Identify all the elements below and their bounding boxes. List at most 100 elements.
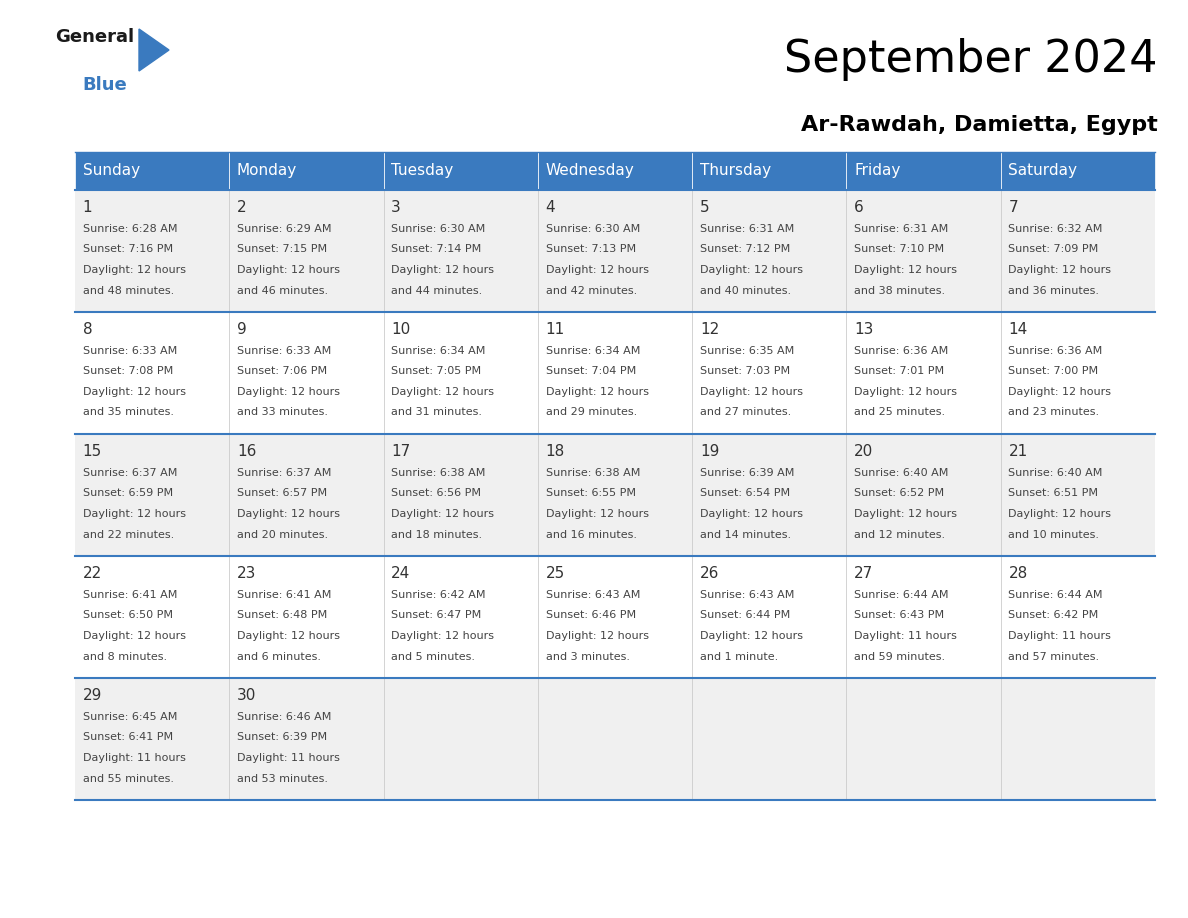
Text: Sunset: 7:04 PM: Sunset: 7:04 PM <box>545 366 636 376</box>
Text: Ar-Rawdah, Damietta, Egypt: Ar-Rawdah, Damietta, Egypt <box>801 115 1158 135</box>
Text: 1: 1 <box>83 200 93 215</box>
Bar <box>1000 678 1155 800</box>
Text: 30: 30 <box>236 688 257 703</box>
Bar <box>384 434 538 556</box>
Text: and 25 minutes.: and 25 minutes. <box>854 408 946 418</box>
Text: 7: 7 <box>1009 200 1018 215</box>
Bar <box>693 312 846 434</box>
Text: Daylight: 12 hours: Daylight: 12 hours <box>545 387 649 397</box>
Bar <box>1000 434 1155 556</box>
Text: Daylight: 12 hours: Daylight: 12 hours <box>545 265 649 275</box>
Bar <box>846 434 1000 556</box>
Text: Sunrise: 6:33 AM: Sunrise: 6:33 AM <box>236 346 331 356</box>
Text: Sunset: 6:56 PM: Sunset: 6:56 PM <box>391 488 481 498</box>
Text: and 53 minutes.: and 53 minutes. <box>236 774 328 783</box>
Text: and 29 minutes.: and 29 minutes. <box>545 408 637 418</box>
Bar <box>229 190 384 312</box>
Text: Sunset: 6:50 PM: Sunset: 6:50 PM <box>83 610 172 621</box>
Text: and 46 minutes.: and 46 minutes. <box>236 285 328 296</box>
Text: Daylight: 12 hours: Daylight: 12 hours <box>83 631 185 641</box>
Text: and 59 minutes.: and 59 minutes. <box>854 652 946 662</box>
Text: and 31 minutes.: and 31 minutes. <box>391 408 482 418</box>
Text: 23: 23 <box>236 566 257 581</box>
Text: Thursday: Thursday <box>700 163 771 178</box>
Text: and 10 minutes.: and 10 minutes. <box>1009 530 1099 540</box>
Text: 28: 28 <box>1009 566 1028 581</box>
Text: 21: 21 <box>1009 444 1028 459</box>
Text: Sunset: 7:00 PM: Sunset: 7:00 PM <box>1009 366 1099 376</box>
Text: Sunset: 7:13 PM: Sunset: 7:13 PM <box>545 244 636 254</box>
Text: Sunrise: 6:32 AM: Sunrise: 6:32 AM <box>1009 224 1102 234</box>
Bar <box>229 434 384 556</box>
Text: Sunset: 7:10 PM: Sunset: 7:10 PM <box>854 244 944 254</box>
Text: Daylight: 12 hours: Daylight: 12 hours <box>236 265 340 275</box>
Text: Daylight: 12 hours: Daylight: 12 hours <box>700 265 803 275</box>
Text: 17: 17 <box>391 444 411 459</box>
Bar <box>229 152 384 190</box>
Bar <box>693 556 846 678</box>
Text: Daylight: 12 hours: Daylight: 12 hours <box>83 387 185 397</box>
Text: and 5 minutes.: and 5 minutes. <box>391 652 475 662</box>
Bar <box>384 152 538 190</box>
Bar <box>75 312 229 434</box>
Text: 26: 26 <box>700 566 719 581</box>
Text: Sunset: 6:41 PM: Sunset: 6:41 PM <box>83 733 172 743</box>
Bar <box>846 678 1000 800</box>
Text: and 55 minutes.: and 55 minutes. <box>83 774 173 783</box>
Text: Sunrise: 6:40 AM: Sunrise: 6:40 AM <box>854 468 948 478</box>
Text: Daylight: 12 hours: Daylight: 12 hours <box>1009 509 1112 519</box>
Text: Daylight: 11 hours: Daylight: 11 hours <box>1009 631 1111 641</box>
Text: Daylight: 12 hours: Daylight: 12 hours <box>854 265 958 275</box>
Text: Sunset: 7:03 PM: Sunset: 7:03 PM <box>700 366 790 376</box>
Text: and 3 minutes.: and 3 minutes. <box>545 652 630 662</box>
Text: Sunset: 6:43 PM: Sunset: 6:43 PM <box>854 610 944 621</box>
Text: 9: 9 <box>236 322 247 337</box>
Text: Daylight: 12 hours: Daylight: 12 hours <box>854 509 958 519</box>
Text: Daylight: 11 hours: Daylight: 11 hours <box>236 753 340 763</box>
Bar <box>75 556 229 678</box>
Text: Sunset: 7:14 PM: Sunset: 7:14 PM <box>391 244 481 254</box>
Text: Sunset: 6:39 PM: Sunset: 6:39 PM <box>236 733 327 743</box>
Bar <box>538 190 693 312</box>
Text: Sunrise: 6:44 AM: Sunrise: 6:44 AM <box>1009 590 1102 600</box>
Text: Sunrise: 6:34 AM: Sunrise: 6:34 AM <box>391 346 486 356</box>
Text: Sunset: 6:47 PM: Sunset: 6:47 PM <box>391 610 481 621</box>
Text: 3: 3 <box>391 200 402 215</box>
Text: and 12 minutes.: and 12 minutes. <box>854 530 946 540</box>
Text: and 42 minutes.: and 42 minutes. <box>545 285 637 296</box>
Text: Sunrise: 6:43 AM: Sunrise: 6:43 AM <box>700 590 795 600</box>
Bar <box>384 190 538 312</box>
Bar <box>538 678 693 800</box>
Text: Monday: Monday <box>236 163 297 178</box>
Text: Daylight: 12 hours: Daylight: 12 hours <box>83 265 185 275</box>
Polygon shape <box>139 29 169 71</box>
Text: Sunset: 6:55 PM: Sunset: 6:55 PM <box>545 488 636 498</box>
Text: Sunset: 6:46 PM: Sunset: 6:46 PM <box>545 610 636 621</box>
Bar <box>229 312 384 434</box>
Bar <box>1000 312 1155 434</box>
Text: Sunrise: 6:29 AM: Sunrise: 6:29 AM <box>236 224 331 234</box>
Text: Wednesday: Wednesday <box>545 163 634 178</box>
Text: 5: 5 <box>700 200 709 215</box>
Bar <box>846 152 1000 190</box>
Text: Sunset: 6:54 PM: Sunset: 6:54 PM <box>700 488 790 498</box>
Text: and 40 minutes.: and 40 minutes. <box>700 285 791 296</box>
Text: and 8 minutes.: and 8 minutes. <box>83 652 166 662</box>
Text: 2: 2 <box>236 200 247 215</box>
Text: Sunrise: 6:31 AM: Sunrise: 6:31 AM <box>700 224 794 234</box>
Bar <box>384 678 538 800</box>
Text: Daylight: 12 hours: Daylight: 12 hours <box>1009 265 1112 275</box>
Text: Sunset: 6:59 PM: Sunset: 6:59 PM <box>83 488 172 498</box>
Text: 4: 4 <box>545 200 555 215</box>
Text: and 27 minutes.: and 27 minutes. <box>700 408 791 418</box>
Text: Sunrise: 6:41 AM: Sunrise: 6:41 AM <box>83 590 177 600</box>
Text: 15: 15 <box>83 444 102 459</box>
Text: 14: 14 <box>1009 322 1028 337</box>
Text: Sunset: 7:08 PM: Sunset: 7:08 PM <box>83 366 173 376</box>
Text: 6: 6 <box>854 200 864 215</box>
Text: Sunset: 7:16 PM: Sunset: 7:16 PM <box>83 244 172 254</box>
Text: Sunrise: 6:45 AM: Sunrise: 6:45 AM <box>83 712 177 722</box>
Text: Blue: Blue <box>82 76 127 94</box>
Bar <box>75 434 229 556</box>
Text: Daylight: 12 hours: Daylight: 12 hours <box>700 509 803 519</box>
